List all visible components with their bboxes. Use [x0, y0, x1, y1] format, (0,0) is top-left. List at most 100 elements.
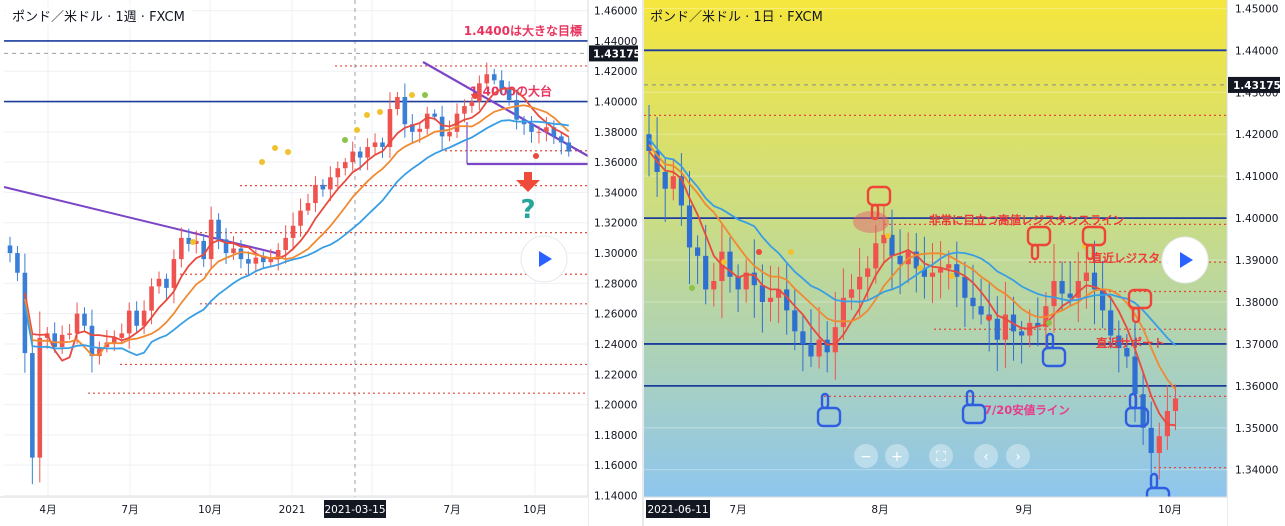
candle-body — [808, 343, 814, 357]
candle-body — [7, 245, 13, 254]
candle-body — [1132, 356, 1138, 395]
pointing-hand-up-icon — [1041, 332, 1067, 368]
daily-moving-average — [648, 150, 1176, 427]
candle-body — [954, 264, 960, 277]
weekly-trendline — [3, 186, 281, 255]
daily-price-tick: 1.40000 — [1235, 213, 1278, 225]
candle-body — [171, 259, 177, 288]
candle-body — [646, 134, 652, 151]
candle-body — [119, 333, 125, 338]
weekly-price-tick: 1.46000 — [594, 6, 637, 18]
daily-last-price-box — [1228, 76, 1280, 93]
minus-icon[interactable] — [854, 444, 878, 468]
candle-body — [402, 96, 408, 125]
candle-body — [1148, 427, 1154, 453]
weekly-time-tick: 7月 — [121, 504, 138, 516]
candle-body — [848, 289, 855, 298]
hand-palm — [866, 185, 892, 207]
daily-chart-panel[interactable]: 非常に目立つ高値レジスタンスライン 直近レジスタンス 直近サポート 7/20安値ライン… — [644, 0, 1285, 526]
weekly-signal-dot — [472, 93, 478, 99]
weekly-crosshair-date-box — [324, 500, 386, 518]
daily-signal-dot — [689, 285, 695, 291]
hand-palm — [1127, 288, 1153, 310]
daily-time-tick: 7月 — [729, 504, 746, 516]
resistance-highlight — [853, 211, 889, 233]
candle-body — [832, 327, 838, 353]
candle-body — [350, 151, 355, 163]
fullscreen-icon[interactable] — [929, 444, 953, 468]
plus-icon[interactable] — [885, 444, 909, 468]
candle-body — [1156, 436, 1162, 453]
daily-signal-dot — [986, 315, 992, 321]
daily-price-tick: 1.37000 — [1235, 339, 1278, 351]
candle-body — [784, 289, 790, 311]
candle-body — [156, 278, 162, 287]
chevron-right-icon[interactable] — [1006, 444, 1030, 468]
daily-time-tick: 8月 — [871, 504, 888, 516]
weekly-price-tick: 1.30000 — [594, 248, 637, 260]
chevron-left-icon[interactable] — [974, 444, 998, 468]
daily-price-tick: 1.36000 — [1235, 381, 1278, 393]
candle-body — [840, 297, 846, 328]
candle-body — [112, 337, 117, 343]
pointing-hand-down-icon — [1026, 225, 1052, 261]
hand-finger — [1131, 306, 1141, 324]
down-arrow-icon — [516, 172, 540, 192]
fullscreen-icon-glyph: ⛶ — [936, 449, 946, 465]
candle-body — [1059, 281, 1065, 294]
play-icon — [539, 251, 552, 267]
pointing-hand-up-icon — [961, 389, 987, 425]
candle-body — [484, 74, 490, 84]
weekly-signal-dot — [422, 92, 428, 98]
weekly-chart-panel[interactable]: 1.4400は大きな目標1.4000の大台?ポンド／米ドル · 1週 · FXC… — [0, 0, 644, 526]
candle-body — [246, 259, 251, 264]
daily-signal-dot — [756, 249, 762, 255]
weekly-time-tick: 2021 — [279, 504, 306, 516]
weekly-chart[interactable]: 1.4400は大きな目標1.4000の大台?ポンド／米ドル · 1週 · FXC… — [0, 0, 644, 526]
candle-body — [719, 251, 725, 282]
daily-annotation: 7/20安値ライン — [984, 403, 1070, 417]
candle-body — [261, 257, 266, 263]
candle-body — [536, 131, 542, 133]
daily-time-axis — [644, 497, 1227, 526]
hand-palm — [1081, 225, 1107, 247]
pointing-hand-up-icon — [816, 392, 842, 428]
candle-body — [1100, 289, 1106, 311]
candle-body — [506, 89, 512, 101]
weekly-signal-dot — [377, 109, 383, 115]
daily-time-tick: 9月 — [1015, 504, 1032, 516]
candle-body — [662, 171, 668, 189]
weekly-signal-dot — [285, 149, 291, 155]
candle-body — [913, 251, 919, 269]
weekly-title-bg — [6, 6, 192, 26]
weekly-price-tick: 1.20000 — [594, 400, 637, 412]
weekly-signal-dot — [190, 239, 196, 245]
candle-body — [365, 146, 370, 158]
candle-body — [1051, 281, 1057, 307]
weekly-moving-average — [24, 104, 570, 357]
candle-body — [193, 240, 199, 244]
candle-body — [1035, 322, 1041, 328]
weekly-price-tick: 1.34000 — [594, 187, 637, 199]
candle-body — [149, 286, 154, 311]
candle-body — [514, 100, 519, 120]
candle-body — [223, 239, 229, 254]
candle-body — [727, 251, 733, 277]
daily-annotation: 直近サポート — [1096, 336, 1165, 350]
weekly-time-tick: 10月 — [198, 504, 222, 516]
candle-body — [283, 237, 288, 251]
hand-palm — [1041, 346, 1067, 368]
daily-signal-dot — [885, 233, 891, 239]
hand-palm — [961, 403, 987, 425]
weekly-moving-average — [24, 87, 570, 362]
weekly-price-tick: 1.40000 — [594, 97, 637, 109]
weekly-price-tick: 1.18000 — [594, 430, 637, 442]
daily-signal-dot — [917, 265, 923, 271]
weekly-time-tick: 10月 — [523, 504, 547, 516]
hand-palm — [1124, 406, 1150, 428]
candle-body — [432, 113, 437, 117]
daily-price-tick: 1.41000 — [1235, 171, 1278, 183]
candle-body — [275, 250, 281, 260]
weekly-signal-dot — [259, 159, 265, 165]
